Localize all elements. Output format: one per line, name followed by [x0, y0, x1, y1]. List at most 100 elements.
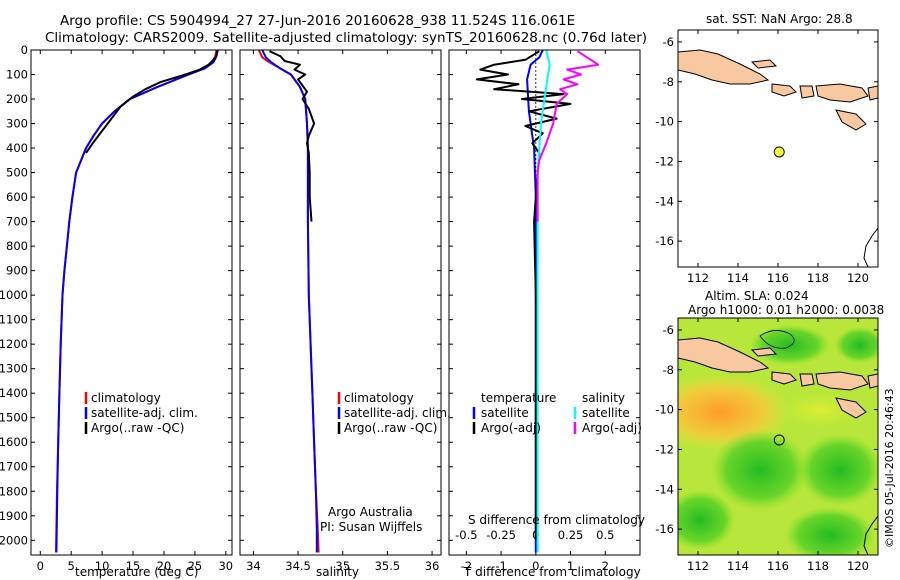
x-tick-label: 35.5: [375, 559, 401, 573]
temperature-panel: 0100200300400500600700800900100011001200…: [0, 43, 640, 579]
s-diff-tick-label: 0.25: [558, 528, 584, 542]
lat-tick-label: -6: [663, 35, 674, 49]
legend-label-satellite: satellite-adj. clim.: [344, 406, 451, 420]
sla-sumba-land: [835, 397, 867, 419]
difference-series: [475, 50, 600, 555]
lat-tick-label: -16: [655, 522, 674, 536]
lon-tick-label: 112: [687, 559, 709, 573]
legend-label-salinity-satellite: satellite: [582, 406, 630, 420]
x-tick-label: 1: [567, 559, 574, 573]
sla-green-4: [785, 507, 875, 555]
sla-green-5: [750, 325, 830, 365]
legend-title-salinity: salinity: [582, 391, 625, 405]
sla-green-2: [798, 434, 878, 506]
x-tick-label: 25: [188, 559, 203, 573]
salinity-axes: 34 34.5 35 35.5 36: [246, 50, 439, 573]
x-tick-label: 30: [218, 559, 233, 573]
lat-tick-label: -10: [655, 403, 674, 417]
lat-tick-label: -10: [655, 115, 674, 129]
depth-tick-label: 300: [6, 117, 28, 131]
lat-tick-label: -14: [655, 482, 674, 496]
x-tick-label: 35: [335, 559, 350, 573]
depth-tick-label: 600: [6, 190, 28, 204]
difference-panel: -2 -1 0 1 2-0.5 -0.25 0 0.25 0.5 T difference fr…: [448, 49, 645, 579]
depth-tick-label: 1200: [0, 337, 28, 351]
s-diff-tick-label: -0.5: [455, 528, 477, 542]
x-tick-label: 15: [126, 559, 141, 573]
x-tick-label: -2: [461, 559, 472, 573]
t-difference-x-label: T difference from climatology: [463, 565, 641, 579]
float-position-marker: [773, 434, 785, 446]
legend-label-temperature-satellite: satellite: [481, 406, 529, 420]
salinity-plot-frame: [239, 49, 442, 556]
sla-map-content: [678, 318, 878, 555]
lon-tick-label: 114: [727, 271, 749, 285]
x-tick-label: 2: [602, 559, 609, 573]
legend-label-salinity-argo: Argo(-adj): [582, 421, 642, 435]
depth-tick-label: 1800: [0, 484, 28, 498]
temperature-x-label: temperature (deg C): [75, 565, 198, 579]
pi-label: PI: Susan Wijffels: [320, 520, 422, 534]
legend-label-argo: Argo(..raw -QC): [91, 421, 184, 435]
series-line-1: [261, 50, 318, 553]
series-line-1: [55, 50, 219, 553]
lon-tick-label: 116: [767, 559, 789, 573]
lat-tick-label: -14: [655, 194, 674, 208]
imos-credit: ©IMOS 05-Jul-2016 20:46:43: [883, 388, 896, 548]
x-tick-label: 34.5: [285, 559, 311, 573]
salinity-x-label: salinity: [316, 565, 359, 579]
salinity-series: [257, 50, 320, 553]
flores-land: [867, 85, 878, 101]
legend-label-temperature-argo: Argo(-adj): [481, 421, 541, 435]
depth-tick-label: 800: [6, 239, 28, 253]
depth-tick-label: 400: [6, 141, 28, 155]
legend-label-satellite: satellite-adj. clim.: [91, 406, 198, 420]
depth-tick-label: 1500: [0, 411, 28, 425]
x-tick-label: 20: [157, 559, 172, 573]
lon-tick-label: 116: [767, 271, 789, 285]
float-position-marker: [773, 146, 785, 158]
title-line-2: Climatology: CARS2009. Satellite-adjuste…: [45, 30, 647, 46]
depth-tick-label: 900: [6, 264, 28, 278]
sla-green-6: [835, 327, 878, 363]
java-land: [678, 49, 770, 85]
sla-map-axes: 112 114 116 118 120 -6 -8 -10 -12 -14 -16: [655, 318, 878, 573]
sla-green-3: [678, 490, 735, 550]
depth-tick-label: 1000: [0, 288, 28, 302]
x-tick-label: 10: [95, 559, 110, 573]
series-line-2: [85, 50, 219, 154]
sla-flores-land: [867, 373, 878, 389]
sst-map-frame: [677, 29, 879, 268]
lat-tick-label: -16: [655, 234, 674, 248]
depth-tick-label: 1300: [0, 362, 28, 376]
lombok-land: [799, 85, 815, 99]
series-line-3: [536, 50, 600, 222]
series-line-2: [536, 50, 551, 553]
difference-legend: temperature salinity satellite Argo(-adj…: [472, 391, 642, 435]
depth-tick-label: 1900: [0, 509, 28, 523]
x-tick-label: 36: [425, 559, 440, 573]
depth-tick-label: 1700: [0, 460, 28, 474]
depth-tick-label: 0: [21, 43, 28, 57]
title-line-1: Argo profile: CS 5904994_27 27-Jun-2016 …: [60, 13, 575, 29]
sla-map-title-1: Altim. SLA: 0.024: [705, 289, 809, 303]
sla-madura-coast: [750, 347, 778, 357]
s-diff-tick-label: 0.5: [596, 528, 614, 542]
lon-tick-label: 120: [847, 559, 869, 573]
series-line-2: [269, 50, 316, 222]
lat-tick-label: -12: [655, 154, 674, 168]
sla-java-land: [678, 337, 770, 373]
depth-tick-label: 1400: [0, 386, 28, 400]
sla-bali-land: [771, 371, 797, 385]
temperature-plot-frame: [30, 49, 233, 556]
x-tick-label: 0: [37, 559, 44, 573]
x-tick-label: 5: [68, 559, 75, 573]
sla-float-marker-layer: [773, 434, 785, 446]
sumba-land: [835, 109, 867, 131]
temperature-x-axis: 0 5 10 15 20 25 30: [37, 50, 233, 573]
s-diff-tick-label: -0.25: [486, 528, 516, 542]
sla-map-panel: Altim. SLA: 0.024 Argo h1000: 0.01 h2000…: [655, 289, 884, 573]
lat-tick-label: -12: [655, 442, 674, 456]
lon-tick-label: 120: [847, 271, 869, 285]
x-tick-label: 0: [532, 559, 539, 573]
